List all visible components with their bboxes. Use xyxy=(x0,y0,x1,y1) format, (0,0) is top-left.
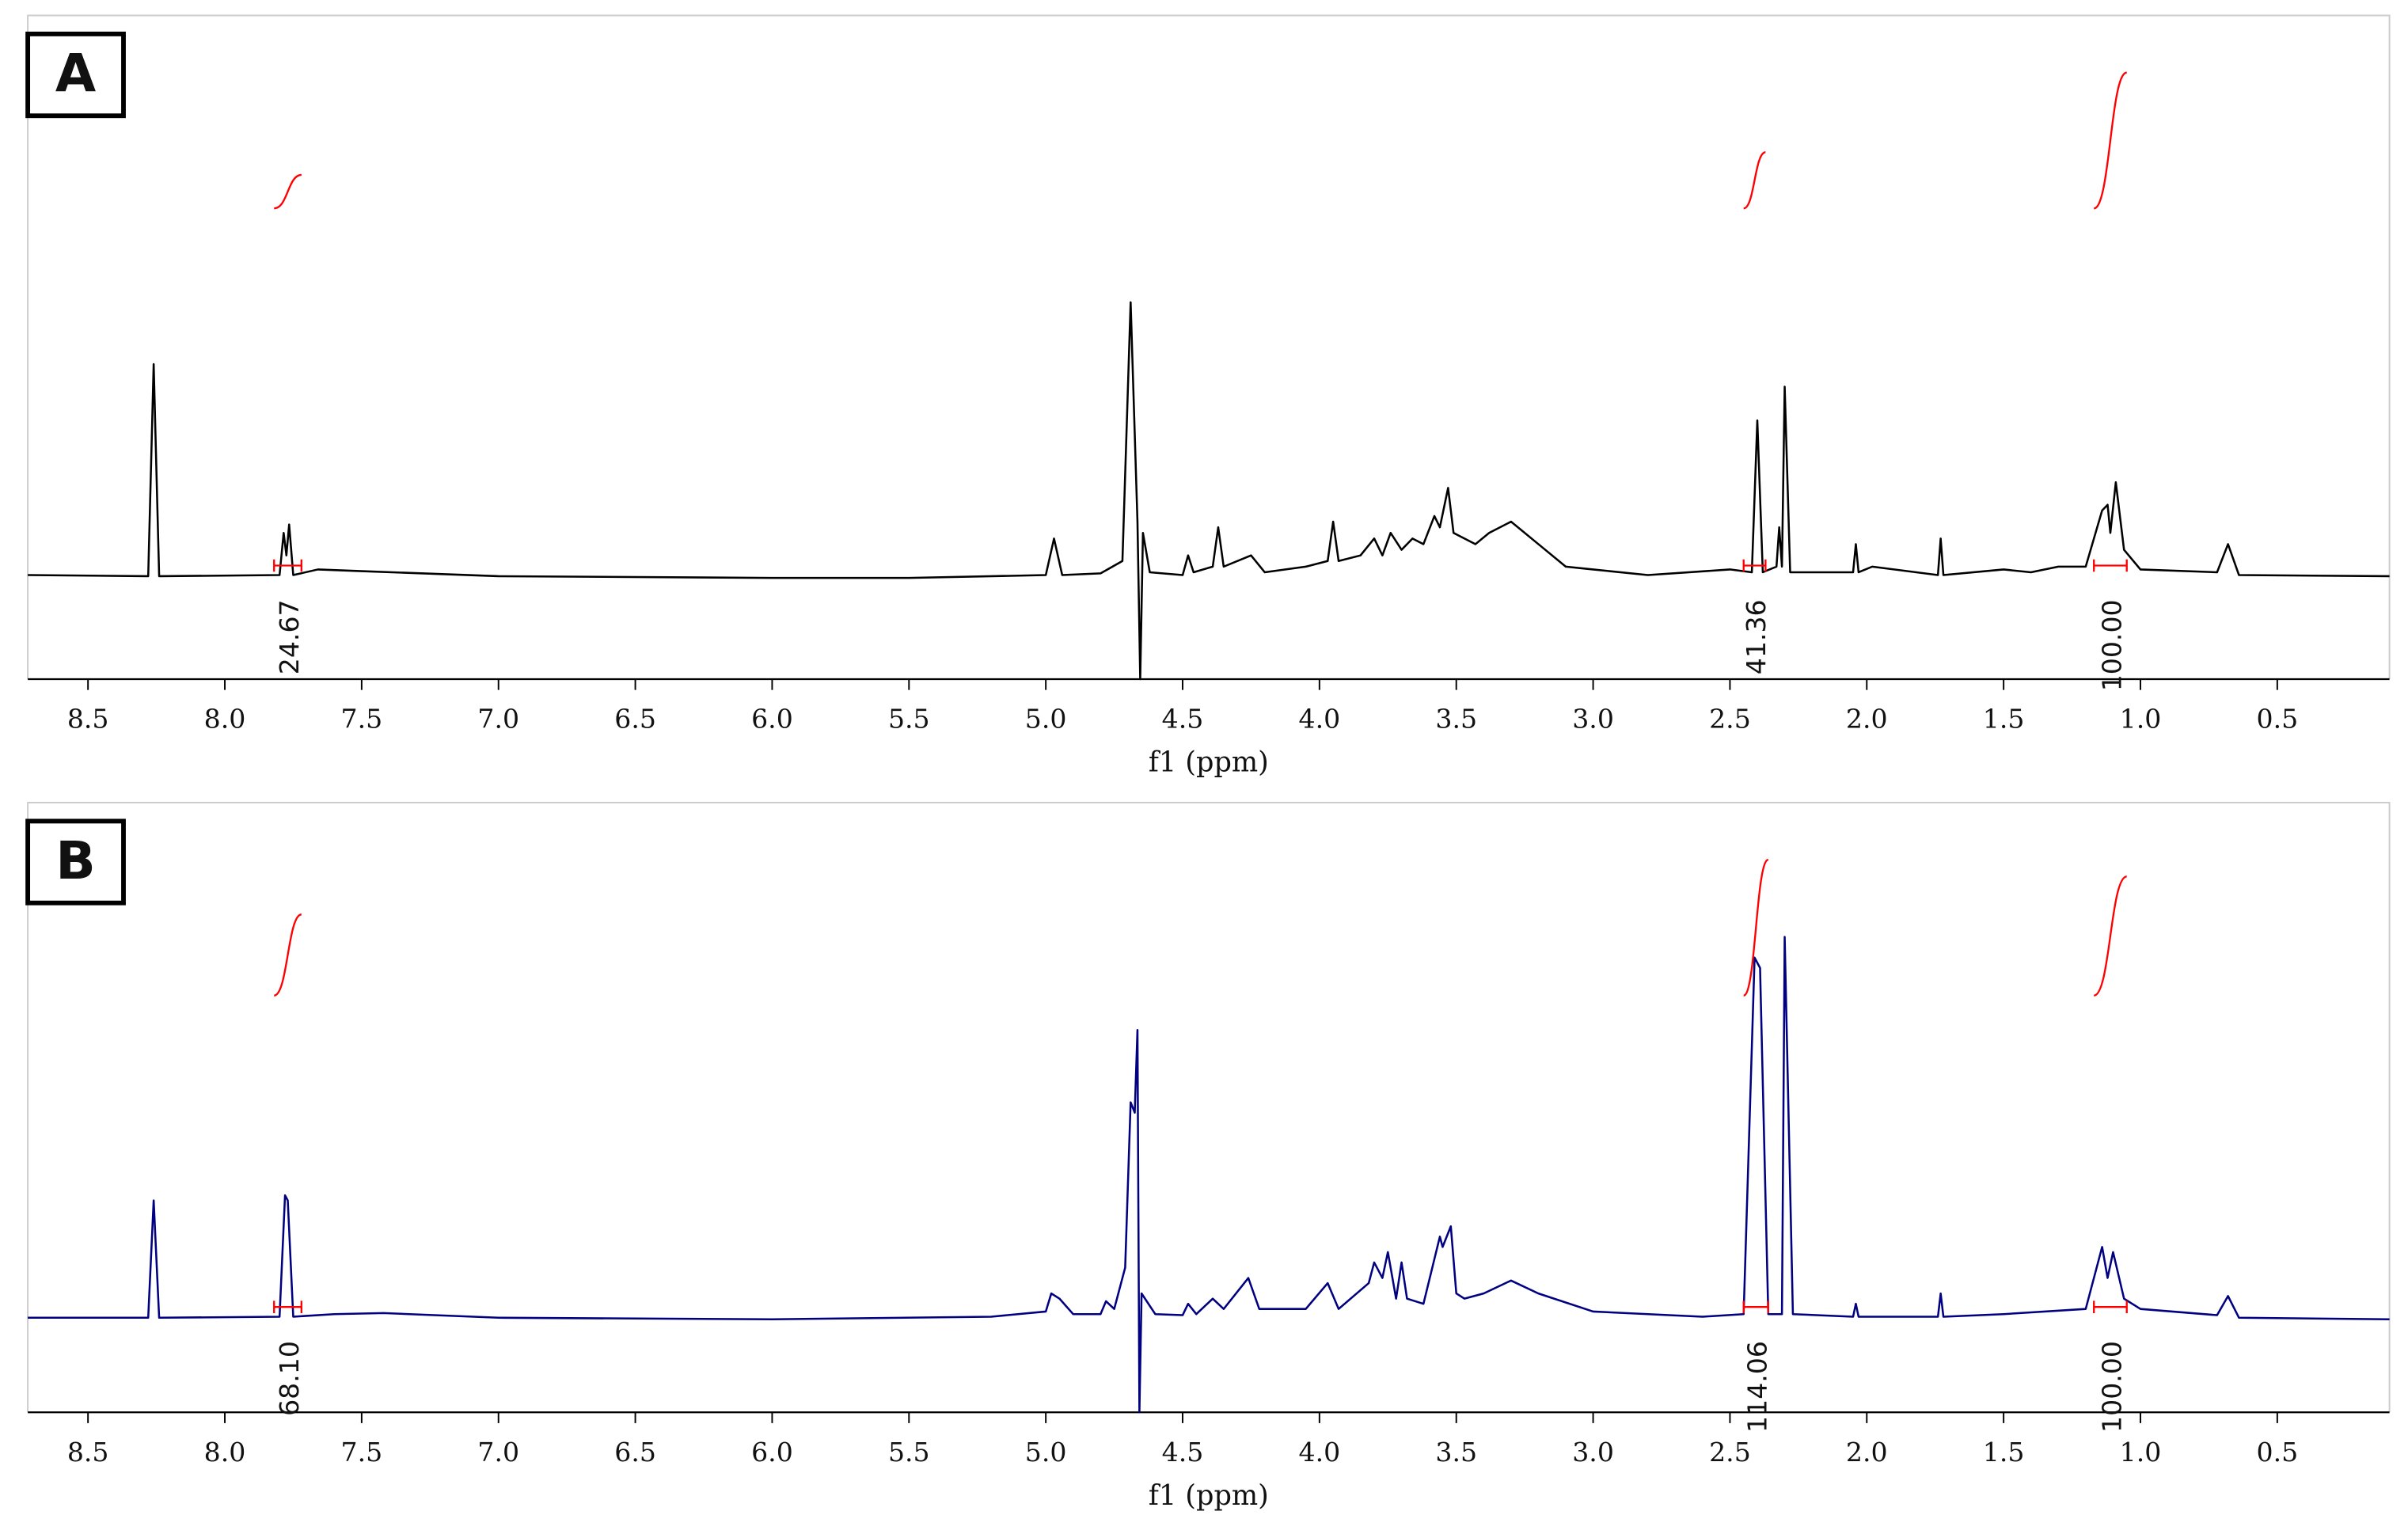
x-tick-label: 7.5 xyxy=(341,704,383,735)
x-axis-label: f1 (ppm) xyxy=(1149,1479,1269,1512)
x-tick-label: 2.0 xyxy=(1846,704,1888,735)
x-tick-label: 4.0 xyxy=(1299,1437,1341,1468)
x-tick-label: 1.5 xyxy=(1983,704,2025,735)
x-tick-label: 3.0 xyxy=(1572,704,1614,735)
frame xyxy=(27,14,2391,679)
x-tick-label: 3.5 xyxy=(1435,1437,1477,1468)
x-tick-label: 3.5 xyxy=(1435,704,1477,735)
x-tick-label: 2.5 xyxy=(1709,1437,1751,1468)
integral-curve xyxy=(2093,71,2128,210)
x-tick-label: 7.5 xyxy=(341,1437,383,1468)
x-tick-label: 1.0 xyxy=(2120,1437,2162,1468)
x-tick-label: 5.0 xyxy=(1025,704,1067,735)
integral-curve xyxy=(273,173,302,210)
x-tick-label: 8.5 xyxy=(67,704,109,735)
panel-label: B xyxy=(55,830,96,891)
x-tick-label: 6.0 xyxy=(751,704,793,735)
integral-curve xyxy=(2093,875,2128,997)
x-tick-label: 2.5 xyxy=(1709,704,1751,735)
x-tick-label: 7.0 xyxy=(477,1437,519,1468)
integral-curve xyxy=(1743,858,1769,997)
x-tick-label: 8.5 xyxy=(67,1437,109,1468)
x-tick-label: 6.0 xyxy=(751,1437,793,1468)
x-tick-label: 5.0 xyxy=(1025,1437,1067,1468)
x-tick-label: 3.0 xyxy=(1572,1437,1614,1468)
integral-label: 100.00 xyxy=(2096,599,2127,691)
panel: A 8.5 8.0 7.5 7.0 6.5 6.0 5.5 5.0 4.5 4.0 3.5 3.0 2.5… xyxy=(25,14,2391,779)
x-tick-label: 4.0 xyxy=(1299,704,1341,735)
x-tick-label: 4.5 xyxy=(1162,1437,1204,1468)
integral-bracket xyxy=(1742,1300,1770,1313)
x-tick-label: 1.5 xyxy=(1983,1437,2025,1468)
integral-label: 100.00 xyxy=(2096,1341,2127,1433)
x-tick-label: 0.5 xyxy=(2257,1437,2299,1468)
x-tick-label: 8.0 xyxy=(204,704,246,735)
x-axis-label: f1 (ppm) xyxy=(1149,746,1269,779)
x-tick-label: 2.0 xyxy=(1846,1437,1888,1468)
x-tick-label: 4.5 xyxy=(1162,704,1204,735)
x-tick-label: 0.5 xyxy=(2257,704,2299,735)
x-tick-label: 7.0 xyxy=(477,704,519,735)
panel-label-box xyxy=(25,31,126,119)
x-tick-label: 5.5 xyxy=(888,1437,930,1468)
integral-bracket xyxy=(273,1300,302,1313)
integral-label: 68.10 xyxy=(274,1341,305,1416)
integral-curve xyxy=(1743,151,1766,210)
x-tick-label: 6.5 xyxy=(614,1437,656,1468)
panel-label: A xyxy=(55,43,96,104)
integral-bracket xyxy=(2093,1300,2128,1313)
integral-bracket xyxy=(1742,559,1767,572)
x-tick-label: 6.5 xyxy=(614,704,656,735)
x-tick-label: 8.0 xyxy=(204,1437,246,1468)
spectrum xyxy=(28,301,2390,681)
panel-label-box xyxy=(25,818,126,906)
spectrum xyxy=(28,936,2390,1414)
x-tick-label: 5.5 xyxy=(888,704,930,735)
integral-bracket xyxy=(273,559,302,572)
integral-bracket xyxy=(2093,559,2128,572)
panel: B 8.5 8.0 7.5 7.0 6.5 6.0 5.5 5.0 4.5 4.0 3.5 3.0 2.5… xyxy=(25,802,2391,1512)
integral-label: 114.06 xyxy=(1742,1341,1773,1433)
frame xyxy=(27,802,2391,1413)
integral-label: 41.36 xyxy=(1741,599,1772,674)
integral-label: 24.67 xyxy=(274,599,305,674)
x-tick-label: 1.0 xyxy=(2120,704,2162,735)
integral-curve xyxy=(273,913,302,997)
